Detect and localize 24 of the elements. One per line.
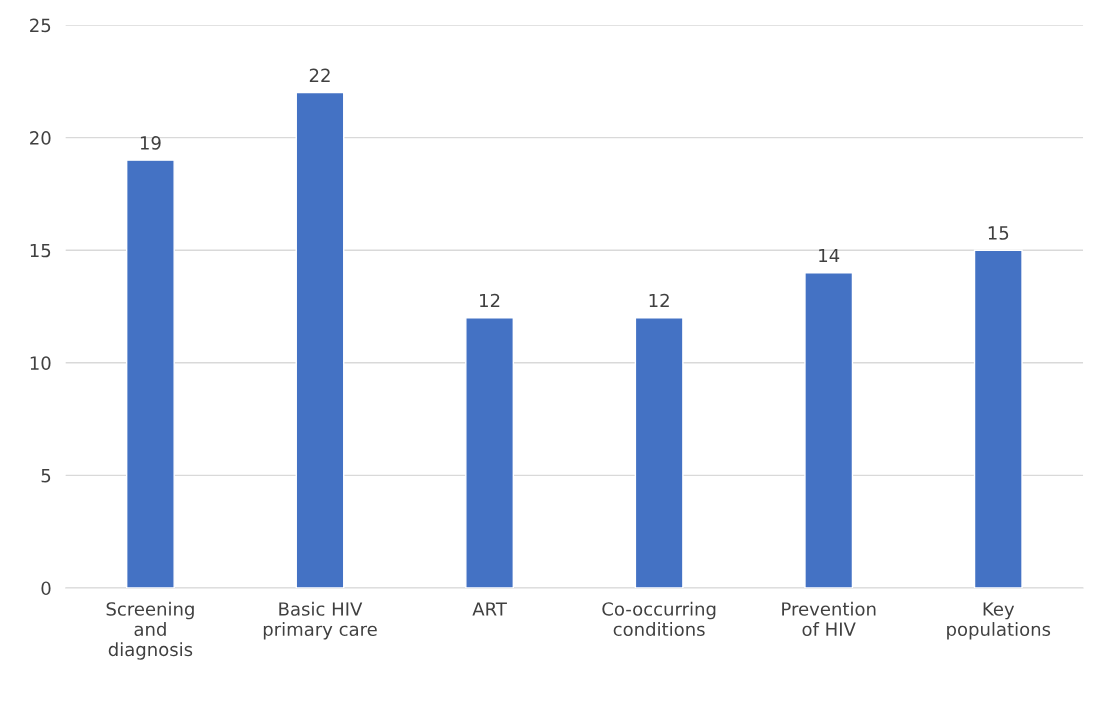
x-tick-label: Co-occurring conditions bbox=[602, 601, 716, 637]
data-label: 12 bbox=[480, 293, 500, 308]
x-tick-label: Key populations bbox=[947, 602, 1051, 640]
y-tick-label: 5 bbox=[41, 469, 51, 483]
data-label: 12 bbox=[649, 293, 669, 308]
y-tick-label: 20 bbox=[30, 131, 51, 145]
data-label: 14 bbox=[819, 248, 840, 263]
y-tick-label: 15 bbox=[30, 243, 51, 258]
bar bbox=[295, 91, 345, 588]
x-tick-label: ART bbox=[472, 602, 507, 616]
y-tick-label: 10 bbox=[30, 356, 51, 370]
y-tick-label: 25 bbox=[30, 18, 51, 33]
x-tick-label: Basic HIV primary care bbox=[263, 601, 377, 640]
data-label: 22 bbox=[309, 68, 330, 82]
x-tick-label: Prevention of HIV bbox=[782, 601, 876, 637]
bar bbox=[125, 159, 175, 588]
y-tick-label: 0 bbox=[41, 581, 51, 596]
bar bbox=[634, 317, 684, 588]
data-label: 19 bbox=[140, 136, 161, 150]
bar bbox=[973, 249, 1023, 588]
data-label: 15 bbox=[988, 226, 1009, 240]
x-tick-label: Screening and diagnosis bbox=[106, 601, 194, 660]
bar bbox=[804, 272, 854, 588]
bar bbox=[465, 317, 514, 588]
